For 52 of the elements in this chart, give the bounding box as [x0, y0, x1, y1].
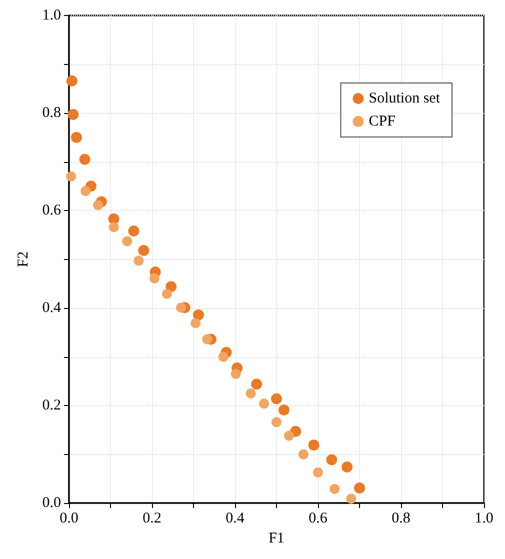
x-tick-label: 0.4 — [226, 510, 245, 527]
point — [326, 454, 338, 466]
point — [272, 417, 282, 428]
point — [108, 222, 119, 232]
point — [230, 368, 241, 379]
y-axis-title: F2 — [16, 251, 32, 268]
point — [342, 462, 353, 473]
point — [79, 154, 90, 165]
legend-label: CPF — [368, 114, 396, 130]
point — [66, 75, 78, 86]
point — [308, 440, 320, 451]
point — [150, 273, 160, 284]
point — [138, 245, 150, 256]
legend-label: Solution set — [368, 90, 441, 106]
y-tick-label: 0.0 — [42, 495, 61, 512]
x-tick-label: 0.2 — [142, 510, 162, 527]
x-axis-title: F1 — [268, 530, 284, 546]
point — [190, 318, 201, 328]
point — [298, 449, 308, 460]
point — [80, 186, 91, 196]
point — [284, 430, 294, 441]
point — [122, 236, 132, 246]
point — [162, 288, 172, 299]
y-tick-label: 0.8 — [42, 105, 61, 122]
point — [192, 309, 204, 320]
point — [330, 484, 340, 494]
x-tick-label: 0.6 — [308, 510, 328, 527]
y-tick-label: 0.4 — [42, 300, 62, 316]
point — [134, 256, 144, 266]
x-tick-label: 0.0 — [60, 510, 78, 527]
y-tick-label: 1.0 — [42, 8, 61, 24]
point — [246, 388, 256, 398]
point — [93, 200, 104, 210]
point — [218, 352, 228, 362]
point — [128, 226, 140, 237]
point — [354, 482, 365, 494]
point — [202, 334, 212, 344]
x-tick-label: 1.0 — [474, 510, 494, 527]
y-tick-label: 0.2 — [42, 398, 61, 414]
point — [259, 398, 270, 409]
x-tick-label: 0.8 — [392, 510, 410, 527]
y-tick-label: 0.6 — [42, 202, 62, 219]
point — [271, 393, 282, 404]
point — [70, 132, 82, 143]
point — [278, 404, 290, 416]
point — [166, 281, 177, 292]
point — [313, 467, 323, 478]
point — [68, 108, 79, 120]
point — [346, 494, 356, 504]
point — [66, 171, 76, 182]
point — [251, 378, 262, 390]
point — [176, 302, 186, 313]
